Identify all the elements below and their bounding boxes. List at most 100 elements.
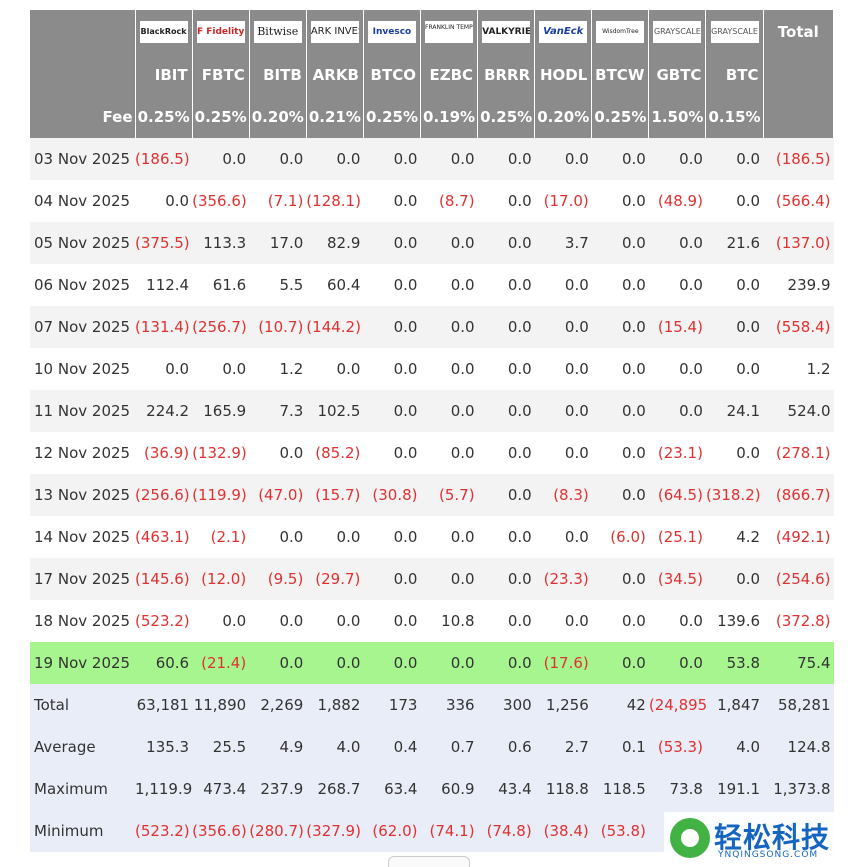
flow-value: 0.0 [420, 138, 478, 180]
flow-value: 0.0 [534, 138, 592, 180]
flow-value: 10.8 [420, 600, 478, 642]
ticker-ezbc: EZBC [420, 54, 479, 96]
fidelity-logo: F Fidelity [196, 21, 245, 43]
ark-invest-logo: ARK INVEST [310, 21, 359, 43]
summary-value: 336 [420, 684, 478, 726]
row-date: 17 Nov 2025 [30, 558, 136, 600]
logo-cell: Invesco [363, 10, 421, 54]
flow-value: 0.0 [363, 642, 421, 684]
flow-value: 0.0 [192, 348, 250, 390]
summary-value: 118.8 [534, 768, 592, 810]
logo-cell: WisdomTree [591, 10, 650, 54]
flow-value: 0.0 [477, 516, 535, 558]
watermark-subtext: YNQINGSONG.COM [718, 850, 819, 860]
flow-value: 0.0 [648, 642, 706, 684]
flow-value: 4.2 [705, 516, 764, 558]
flow-value: 0.0 [306, 642, 364, 684]
summary-value: 237.9 [249, 768, 307, 810]
total-column-header: Total [763, 10, 835, 54]
flow-value: (132.9) [192, 432, 250, 474]
flow-value: (5.7) [420, 474, 478, 516]
summary-value: 1,119.9 [135, 768, 193, 810]
row-date: 11 Nov 2025 [30, 390, 136, 432]
row-date: 03 Nov 2025 [30, 138, 136, 180]
logo-cell: F Fidelity [192, 10, 250, 54]
horizontal-scrollbar[interactable] [388, 856, 470, 867]
summary-value: 43.4 [477, 768, 535, 810]
flow-value: 0.0 [477, 180, 535, 222]
row-total: (492.1) [763, 516, 834, 558]
summary-label: Average [30, 726, 136, 768]
fee-row: Fee 0.25% 0.25% 0.20% 0.21% 0.25% 0.19% 0.25% 0.… [30, 96, 835, 138]
flow-value: 0.0 [363, 348, 421, 390]
row-total: (866.7) [763, 474, 834, 516]
flow-value: 0.0 [591, 474, 649, 516]
flow-value: (6.0) [591, 516, 649, 558]
flow-value: 61.6 [192, 264, 250, 306]
flow-value: 0.0 [306, 138, 364, 180]
flow-value: 0.0 [591, 390, 649, 432]
flow-value: 3.7 [534, 222, 592, 264]
flow-value: 0.0 [477, 348, 535, 390]
flow-value: (17.0) [534, 180, 592, 222]
flow-value: 21.6 [705, 222, 764, 264]
grayscale-btc-logo: GRAYSCALE [710, 21, 759, 43]
flow-value: 0.0 [192, 600, 250, 642]
flow-value: 0.0 [363, 222, 421, 264]
fee-value: 0.25% [591, 96, 650, 138]
flow-value: 5.5 [249, 264, 307, 306]
flow-value: 0.0 [477, 642, 535, 684]
flow-value: (25.1) [648, 516, 706, 558]
summary-value: (327.9) [306, 810, 364, 852]
flow-value: 60.4 [306, 264, 364, 306]
flow-value: 0.0 [534, 348, 592, 390]
summary-value: 0.7 [420, 726, 478, 768]
flow-value: 0.0 [477, 600, 535, 642]
fee-label: Fee [30, 96, 136, 138]
flow-value: 0.0 [705, 138, 764, 180]
summary-label: Maximum [30, 768, 136, 810]
logo-cell: VanEck [534, 10, 593, 54]
flow-value: 0.0 [363, 306, 421, 348]
summary-value: 1,256 [534, 684, 592, 726]
flow-value: (47.0) [249, 474, 307, 516]
summary-value: 2.7 [534, 726, 592, 768]
flow-value: 0.0 [534, 600, 592, 642]
row-total: 524.0 [763, 390, 834, 432]
flow-value: 0.0 [591, 432, 649, 474]
flow-value: 0.0 [420, 558, 478, 600]
summary-value: 118.5 [591, 768, 649, 810]
flow-value: (523.2) [135, 600, 193, 642]
flow-value: 0.0 [477, 390, 535, 432]
flow-value: 0.0 [477, 432, 535, 474]
flow-value: 0.0 [591, 348, 649, 390]
flow-value: 0.0 [705, 558, 764, 600]
flow-value: (85.2) [306, 432, 364, 474]
summary-value: 1,882 [306, 684, 364, 726]
table-row: 13 Nov 2025 (256.6) (119.9) (47.0) (15.7) (30… [30, 474, 834, 516]
logo-cell: FRANKLIN TEMPLETON [420, 10, 479, 54]
flow-value: 0.0 [477, 474, 535, 516]
table-row: 17 Nov 2025 (145.6) (12.0) (9.5) (29.7) 0.0 0.… [30, 558, 834, 600]
etf-flow-table-container: BlackRock F Fidelity Bitwise ARK INVEST Inve… [30, 10, 835, 852]
summary-value: 135.3 [135, 726, 193, 768]
flow-value: (128.1) [306, 180, 364, 222]
row-total: (254.6) [763, 558, 834, 600]
fee-value: 0.21% [306, 96, 364, 138]
flow-value: 0.0 [591, 138, 649, 180]
flow-value: (34.5) [648, 558, 706, 600]
summary-value: 173 [363, 684, 421, 726]
summary-value: (523.2) [135, 810, 193, 852]
flow-value: (8.7) [420, 180, 478, 222]
logo-cell: Bitwise [249, 10, 307, 54]
row-date: 13 Nov 2025 [30, 474, 136, 516]
ticker-btc: BTC [705, 54, 764, 96]
issuer-logo-row: BlackRock F Fidelity Bitwise ARK INVEST Inve… [30, 10, 835, 54]
corner-cell [30, 10, 136, 54]
row-total: 75.4 [763, 642, 834, 684]
flow-value: 0.0 [306, 600, 364, 642]
fee-value: 1.50% [648, 96, 707, 138]
ticker-brrr: BRRR [477, 54, 536, 96]
flow-value: 102.5 [306, 390, 364, 432]
franklin-templeton-logo: FRANKLIN TEMPLETON [425, 21, 474, 43]
